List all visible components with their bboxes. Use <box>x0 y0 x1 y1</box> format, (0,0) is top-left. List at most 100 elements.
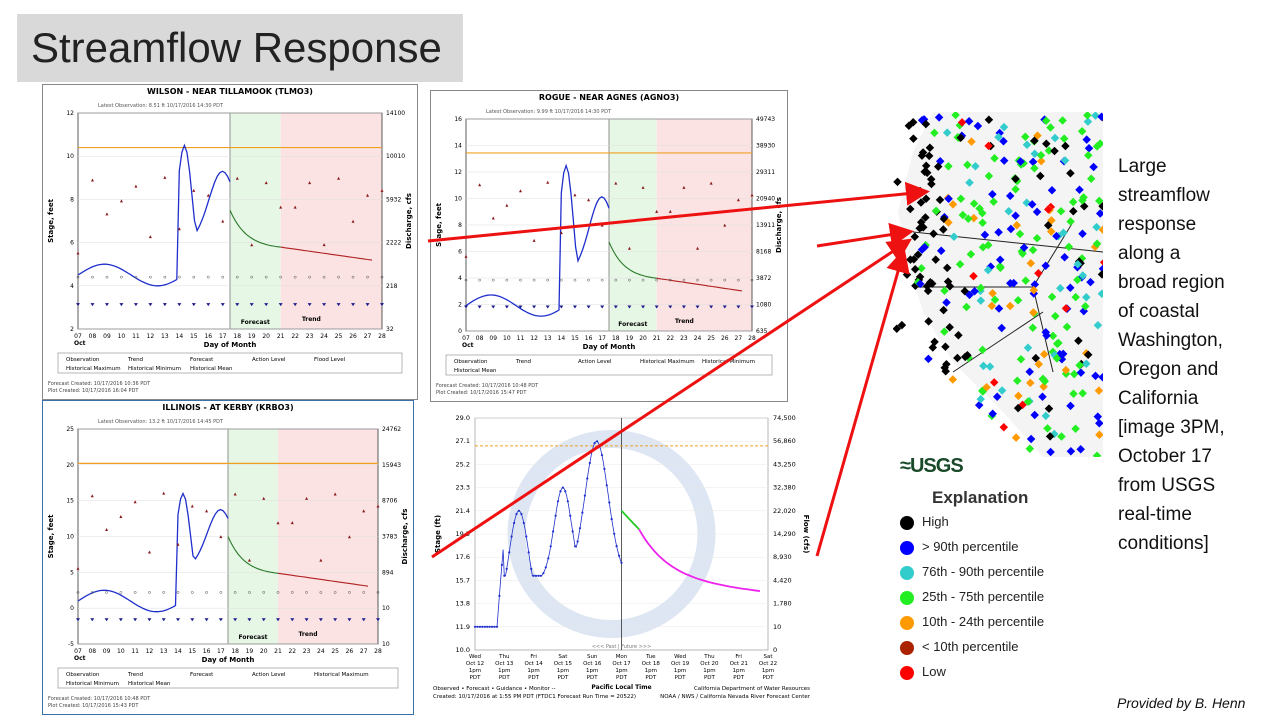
legend-entry: Flood Level <box>314 357 346 363</box>
historical-mean-marker <box>308 275 311 279</box>
gauge-marker <box>934 113 944 122</box>
historical-mean-marker <box>190 591 194 594</box>
gauge-marker <box>973 121 983 131</box>
historical-mean-marker <box>192 275 196 279</box>
x-tick-label: 22 <box>288 648 296 655</box>
x-tick-label: 1pm <box>615 668 627 674</box>
x-tick-label: 15 <box>188 648 196 655</box>
historical-max-marker <box>319 558 323 562</box>
x-tick-label: Sat <box>763 654 773 660</box>
gauge-marker <box>1098 225 1103 234</box>
historical-min-marker <box>736 305 741 309</box>
gauge-marker <box>941 342 950 352</box>
x-tick-label: PDT <box>704 675 716 681</box>
gauge-marker <box>930 128 939 138</box>
gauge-marker <box>982 382 991 392</box>
y2-tick-label: 56,860 <box>773 437 796 445</box>
historical-max-marker <box>119 199 123 203</box>
x-tick-label: 16 <box>203 648 211 655</box>
y2-tick-label: 13911 <box>756 222 775 229</box>
historical-min-marker <box>681 305 686 309</box>
slide-title-box: Streamflow Response <box>17 14 463 82</box>
gauge-marker <box>1011 185 1020 194</box>
forecast-label: Forecast <box>238 634 267 641</box>
x-tick-label: 27 <box>364 333 372 340</box>
arrow-1 <box>427 181 930 243</box>
legend-label: Low <box>922 664 946 679</box>
historical-mean-marker <box>600 278 604 282</box>
y-tick-label: 25.2 <box>456 460 470 468</box>
y-tick-label: 25 <box>66 426 74 433</box>
historical-max-marker <box>221 219 225 223</box>
x-tick-label: 11 <box>131 648 139 655</box>
gauge-marker <box>918 148 928 157</box>
y-tick-label: 10.0 <box>456 646 470 654</box>
gauge-marker <box>958 210 968 220</box>
gauge-marker <box>983 265 993 275</box>
historical-mean-marker <box>348 591 351 594</box>
historical-min-marker <box>76 303 80 307</box>
historical-mean-marker <box>519 278 522 282</box>
gauge-marker <box>1005 301 1015 311</box>
usgs-streamflow-map <box>893 112 1103 457</box>
historical-max-marker <box>532 238 536 242</box>
y2-tick-label: 29311 <box>756 169 775 176</box>
historical-mean-marker <box>750 278 754 282</box>
gauge-marker <box>1051 311 1060 321</box>
legend-entry: Forecast <box>190 672 214 678</box>
historical-max-marker <box>176 542 180 546</box>
historical-min-marker <box>304 618 309 622</box>
gauge-marker <box>960 286 970 296</box>
historical-min-marker <box>572 305 577 309</box>
y2-tick-label: 5932 <box>386 196 401 203</box>
y-tick-label: 5 <box>70 569 74 576</box>
legend-item: > 90th percentile <box>900 539 1018 555</box>
x-tick-label: Fri <box>530 654 537 660</box>
y2-tick-label: 8,930 <box>773 553 792 561</box>
gauge-marker <box>1036 156 1046 166</box>
hydrograph-rogue: ROGUE - NEAR AGNES (AGNO3) Latest Observa… <box>430 90 788 402</box>
historical-mean-marker <box>505 278 509 282</box>
historical-mean-marker <box>464 278 468 282</box>
historical-min-marker <box>235 303 240 307</box>
gauge-marker <box>897 320 907 330</box>
historical-max-marker <box>90 178 94 182</box>
historical-mean-marker <box>91 275 94 279</box>
gauge-marker <box>1030 149 1039 158</box>
trend-line <box>280 246 373 261</box>
trend-line <box>656 277 743 292</box>
x-tick-label: 14 <box>176 333 184 340</box>
x-tick-label: Oct 19 <box>671 661 690 667</box>
x-tick-label: 09 <box>103 648 111 655</box>
historical-mean-marker <box>587 278 590 282</box>
legend-entry: Historical Maximum <box>640 359 695 365</box>
legend-entry: Action Level <box>252 357 286 363</box>
x-tick-label: 08 <box>476 335 484 342</box>
y2-tick-label: 32,380 <box>773 484 796 492</box>
historical-max-marker <box>205 509 209 513</box>
x-tick-label: Wed <box>469 654 481 660</box>
historical-min-marker <box>261 618 266 622</box>
historical-max-marker <box>505 203 509 207</box>
y2-tick-label: 635 <box>756 328 768 335</box>
historical-max-marker <box>90 494 94 498</box>
gauge-marker <box>1091 371 1100 381</box>
historical-min-marker <box>191 303 196 307</box>
historical-mean-marker <box>162 591 166 594</box>
gauge-marker <box>1025 444 1035 453</box>
historical-mean-marker <box>478 278 481 282</box>
historical-mean-marker <box>262 591 266 594</box>
gauge-marker <box>1041 261 1050 270</box>
historical-max-marker <box>333 492 337 496</box>
historical-min-marker <box>333 618 338 622</box>
x-tick-label: 17 <box>217 648 225 655</box>
x-tick-label: 15 <box>571 335 579 342</box>
gauge-marker <box>1013 403 1023 413</box>
x-tick-label: PDT <box>616 675 628 681</box>
x-tick-label: Oct 17 <box>612 661 631 667</box>
historical-mean-marker <box>696 278 699 282</box>
legend-swatch <box>900 565 914 580</box>
gauge-marker <box>979 361 988 371</box>
x-tick-label: 26 <box>349 333 357 340</box>
gauge-marker <box>1006 279 1015 288</box>
